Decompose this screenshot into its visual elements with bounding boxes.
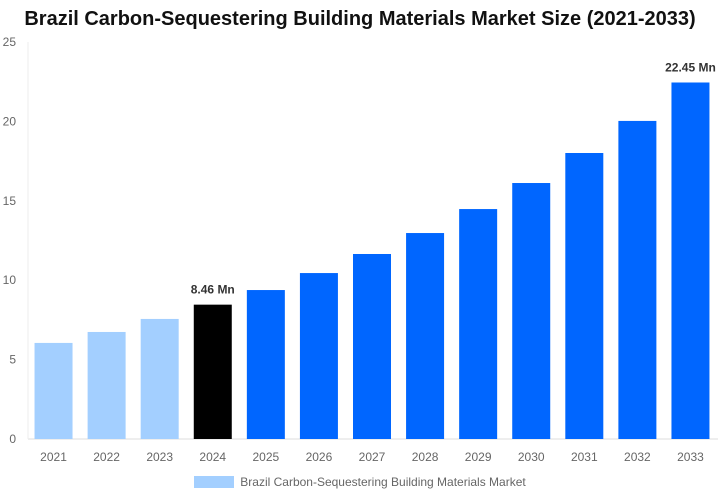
chart-title: Brazil Carbon-Sequestering Building Mate… xyxy=(24,8,696,30)
x-tick-label: 2026 xyxy=(306,450,333,464)
bar-2023 xyxy=(140,318,179,439)
bar-2027 xyxy=(353,253,391,439)
bar-2022 xyxy=(87,331,126,439)
legend-swatch xyxy=(194,476,235,488)
x-tick-label: 2025 xyxy=(252,450,279,464)
bar-2029 xyxy=(459,209,498,439)
bar-2033 xyxy=(671,82,710,439)
y-tick-label: 20 xyxy=(3,114,17,128)
y-tick-label: 25 xyxy=(3,35,17,49)
bar-2028 xyxy=(406,233,445,439)
x-tick-label: 2030 xyxy=(518,450,545,464)
x-tick-label: 2023 xyxy=(146,450,173,464)
x-tick-label: 2033 xyxy=(677,450,704,464)
bar-2030 xyxy=(512,183,551,439)
x-tick-label: 2022 xyxy=(93,450,120,464)
x-tick-label: 2024 xyxy=(199,450,226,464)
bar-2031 xyxy=(565,153,604,439)
x-tick-label: 2031 xyxy=(571,450,598,464)
legend: Brazil Carbon-Sequestering Building Mate… xyxy=(0,475,720,489)
bar-2024 xyxy=(193,304,232,439)
y-tick-label: 5 xyxy=(9,353,16,367)
bar-2021 xyxy=(34,342,73,439)
x-tick-label: 2027 xyxy=(359,450,386,464)
y-tick-label: 10 xyxy=(3,273,17,287)
y-tick-label: 15 xyxy=(3,194,17,208)
legend-label: Brazil Carbon-Sequestering Building Mate… xyxy=(240,475,526,489)
data-label: 8.46 Mn xyxy=(191,283,235,297)
y-tick-label: 0 xyxy=(9,432,16,446)
x-tick-label: 2021 xyxy=(40,450,67,464)
bar-2026 xyxy=(299,273,338,439)
bar-2032 xyxy=(618,120,657,440)
x-tick-label: 2028 xyxy=(412,450,439,464)
x-tick-label: 2032 xyxy=(624,450,651,464)
data-label: 22.45 Mn xyxy=(665,60,716,74)
bar-2025 xyxy=(246,290,285,439)
x-tick-label: 2029 xyxy=(465,450,492,464)
